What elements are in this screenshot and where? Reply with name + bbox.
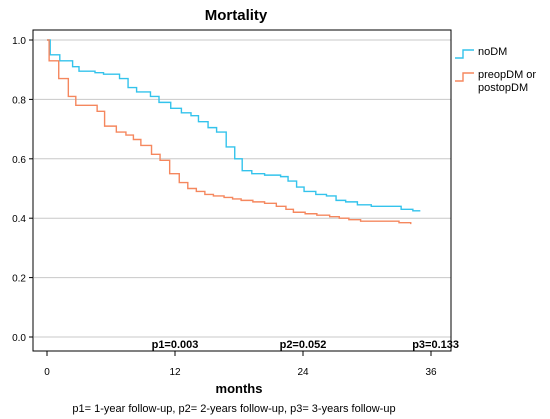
p-value-label-2: p2=0.052 [280, 339, 327, 351]
y-tick-label-0: 0.0 [12, 333, 26, 344]
p-value-label-3: p3=0.133 [412, 339, 459, 351]
legend-label-1: preopDM or [478, 69, 536, 81]
legend-swatch-dm [455, 72, 474, 82]
series-line-0 [47, 39, 421, 212]
y-tick-label-1: 0.2 [12, 274, 26, 285]
chart-title: Mortality [205, 7, 268, 24]
legend-swatch-noDM [455, 49, 474, 59]
x-axis: 0 12 24 36 [44, 351, 437, 378]
y-tick-label-2: 0.4 [12, 214, 26, 225]
y-tick-label-3: 0.6 [12, 155, 26, 166]
y-axis: 0.0 0.2 0.4 0.6 0.8 1.0 [12, 36, 33, 344]
y-tick-label-5: 1.0 [12, 36, 26, 47]
x-axis-label: months [216, 381, 263, 396]
legend-label-0: noDM [478, 46, 507, 58]
x-tick-label-1: 12 [169, 367, 181, 378]
plot-frame [32, 29, 452, 352]
y-tick-label-4: 0.8 [12, 95, 26, 106]
p-value-label-1: p1=0.003 [152, 339, 199, 351]
x-tick-label-0: 0 [44, 367, 50, 378]
p-value-annotations: p1=0.003 p2=0.052 p3=0.133 [152, 339, 459, 351]
legend-label-2: postopDM [478, 82, 528, 94]
series-line-1 [47, 39, 412, 225]
footnote: p1= 1-year follow-up, p2= 2-years follow… [72, 403, 395, 415]
x-tick-label-2: 24 [297, 367, 309, 378]
x-tick-label-3: 36 [425, 367, 437, 378]
gridlines [34, 39, 451, 338]
series-group [47, 39, 421, 225]
